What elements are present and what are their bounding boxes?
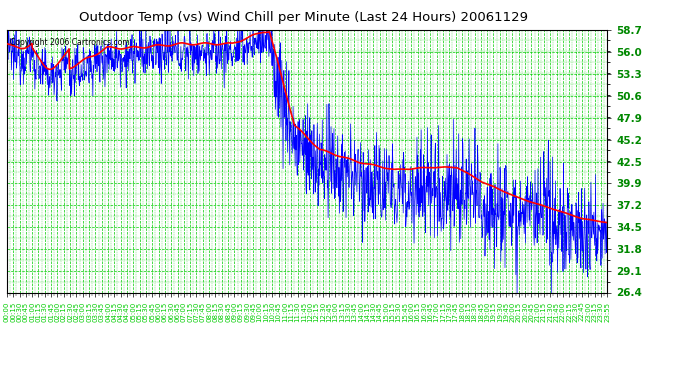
- Text: Outdoor Temp (vs) Wind Chill per Minute (Last 24 Hours) 20061129: Outdoor Temp (vs) Wind Chill per Minute …: [79, 11, 528, 24]
- Text: Copyright 2006 Cartronics.com: Copyright 2006 Cartronics.com: [10, 38, 130, 47]
